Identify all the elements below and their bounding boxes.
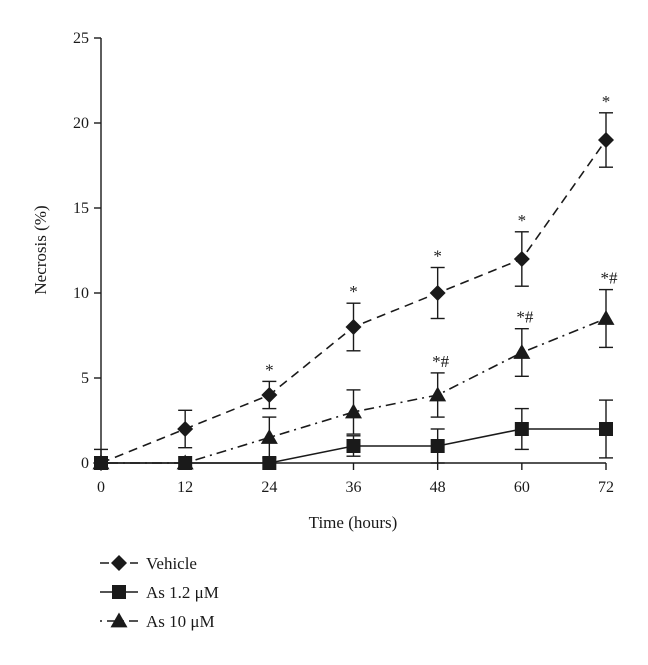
x-tick-label: 0 [97, 479, 105, 496]
y-tick-label: 5 [81, 370, 89, 387]
data-point-square [599, 422, 613, 436]
significance-mark: * [518, 211, 527, 230]
legend-label: Vehicle [146, 554, 197, 573]
y-tick-label: 10 [73, 285, 89, 302]
y-axis-title: Necrosis (%) [31, 205, 50, 294]
axes: 0 5 10 15 20 25 0 12 24 36 48 60 72 [73, 30, 614, 496]
legend: Vehicle As 1.2 μM As 10 μM [100, 554, 219, 631]
data-point-square [262, 456, 277, 470]
series-layer: *# *# *# * * * * * [92, 92, 619, 471]
legend-marker-triangle [110, 612, 128, 628]
x-tick-label: 12 [177, 479, 193, 496]
significance-mark: * [433, 247, 442, 266]
y-tick-label: 20 [73, 115, 89, 132]
legend-item: As 1.2 μM [100, 583, 219, 602]
data-point-triangle [429, 386, 447, 402]
x-tick-label: 60 [514, 479, 530, 496]
legend-item: As 10 μM [100, 612, 215, 631]
data-point-diamond [598, 132, 614, 148]
x-axis-title: Time (hours) [309, 513, 398, 532]
y-tick-label: 15 [73, 200, 89, 217]
data-point-diamond [93, 455, 109, 471]
data-point-triangle [176, 454, 194, 470]
significance-mark: *# [516, 308, 534, 327]
significance-mark: *# [601, 269, 619, 288]
data-point-diamond [261, 387, 278, 403]
significance-mark: * [265, 360, 274, 379]
significance-mark: * [602, 92, 611, 111]
x-tick-label: 24 [261, 479, 277, 496]
data-point-triangle [597, 310, 615, 325]
series-triangle: *# *# *# [92, 269, 619, 470]
legend-item: Vehicle [100, 554, 197, 573]
legend-marker-diamond [111, 555, 127, 571]
x-tick-label: 48 [430, 479, 446, 496]
data-point-triangle [345, 403, 362, 419]
legend-label: As 1.2 μM [146, 583, 219, 602]
data-point-diamond [429, 285, 446, 301]
legend-label: As 10 μM [146, 612, 215, 631]
x-tick-label: 36 [346, 479, 362, 496]
data-point-diamond [345, 319, 362, 335]
significance-mark: * [349, 282, 358, 301]
data-point-diamond [513, 251, 530, 267]
legend-marker-square [112, 585, 126, 599]
series-diamond: * * * * * [93, 92, 614, 471]
significance-mark: *# [432, 352, 450, 371]
x-tick-label: 72 [598, 479, 614, 496]
data-point-diamond [177, 421, 194, 437]
data-point-square [346, 439, 361, 453]
y-tick-label: 0 [81, 455, 89, 472]
data-point-square [430, 439, 445, 453]
data-point-triangle [513, 344, 531, 359]
data-point-square [514, 422, 529, 436]
data-point-triangle [260, 429, 278, 444]
y-tick-label: 25 [73, 30, 89, 47]
